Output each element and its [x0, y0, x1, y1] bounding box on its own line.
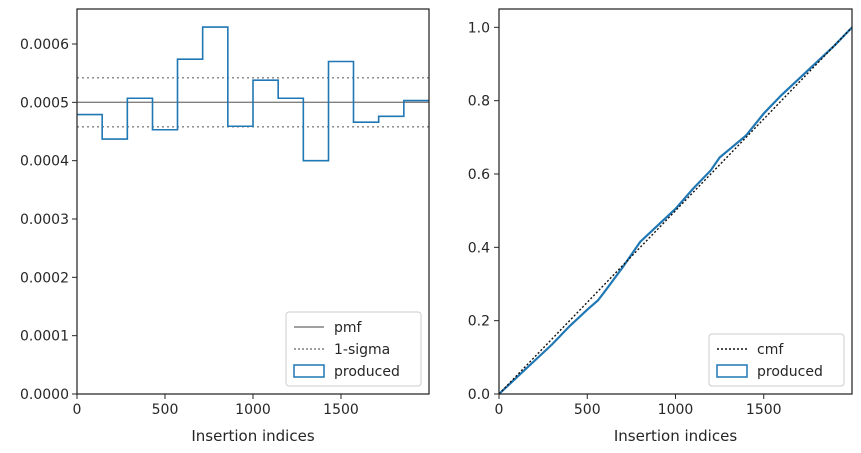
y-tick-label: 0.2	[468, 314, 490, 330]
legend-marker-produced	[716, 364, 748, 378]
y-tick-label: 0.6	[468, 167, 490, 183]
produced-histogram	[77, 26, 429, 162]
axes-frame	[498, 8, 853, 395]
x-tick-label: 1000	[658, 402, 694, 418]
y-tick-label: 0.0	[468, 387, 490, 403]
produced-series	[498, 26, 853, 395]
legend-label-produced: produced	[334, 364, 400, 380]
y-tick-label: 0.8	[468, 94, 490, 110]
cumulative-panel: 0 500 1000 1500 0.0 0.2 0.4 0.6 0.8 1.0 Insertion …	[468, 8, 853, 445]
y-tick-label: 0.0004	[20, 154, 69, 170]
x-tick-label: 1500	[323, 402, 359, 418]
legend-label-cmf: cmf	[757, 342, 784, 358]
x-tick-label: 500	[152, 402, 179, 418]
y-tick-label: 1.0	[468, 20, 490, 36]
cmf-series	[498, 26, 853, 395]
legend-box	[708, 333, 845, 387]
x-tick-label: 1000	[235, 402, 271, 418]
y-tick-label: 0.0002	[20, 270, 69, 286]
legend-marker-produced	[293, 364, 325, 378]
y-tick-label: 0.4	[468, 240, 490, 256]
legend-label-1-sigma: 1-sigma	[334, 342, 390, 358]
x-axis-label: Insertion indices	[614, 427, 737, 445]
axes-frame	[76, 8, 430, 395]
y-tick-label: 0.0006	[20, 37, 69, 53]
y-tick-label: 0.0003	[20, 212, 69, 228]
x-tick-label: 1500	[746, 402, 782, 418]
x-tick-label: 500	[574, 402, 601, 418]
legend-label-pmf: pmf	[334, 320, 363, 336]
histogram-panel: 0 500 1000 1500 0.0000 0.0001 0.0002 0.0003 0.00…	[20, 8, 430, 445]
y-tick-label: 0.0005	[20, 95, 69, 111]
y-tick-label: 0.0000	[20, 387, 69, 403]
x-tick-label: 0	[495, 402, 504, 418]
x-tick-label: 0	[73, 402, 82, 418]
legend-label-produced: produced	[757, 364, 823, 380]
x-axis-label: Insertion indices	[191, 427, 314, 445]
y-tick-label: 0.0001	[20, 329, 69, 345]
legend-box	[285, 311, 422, 387]
